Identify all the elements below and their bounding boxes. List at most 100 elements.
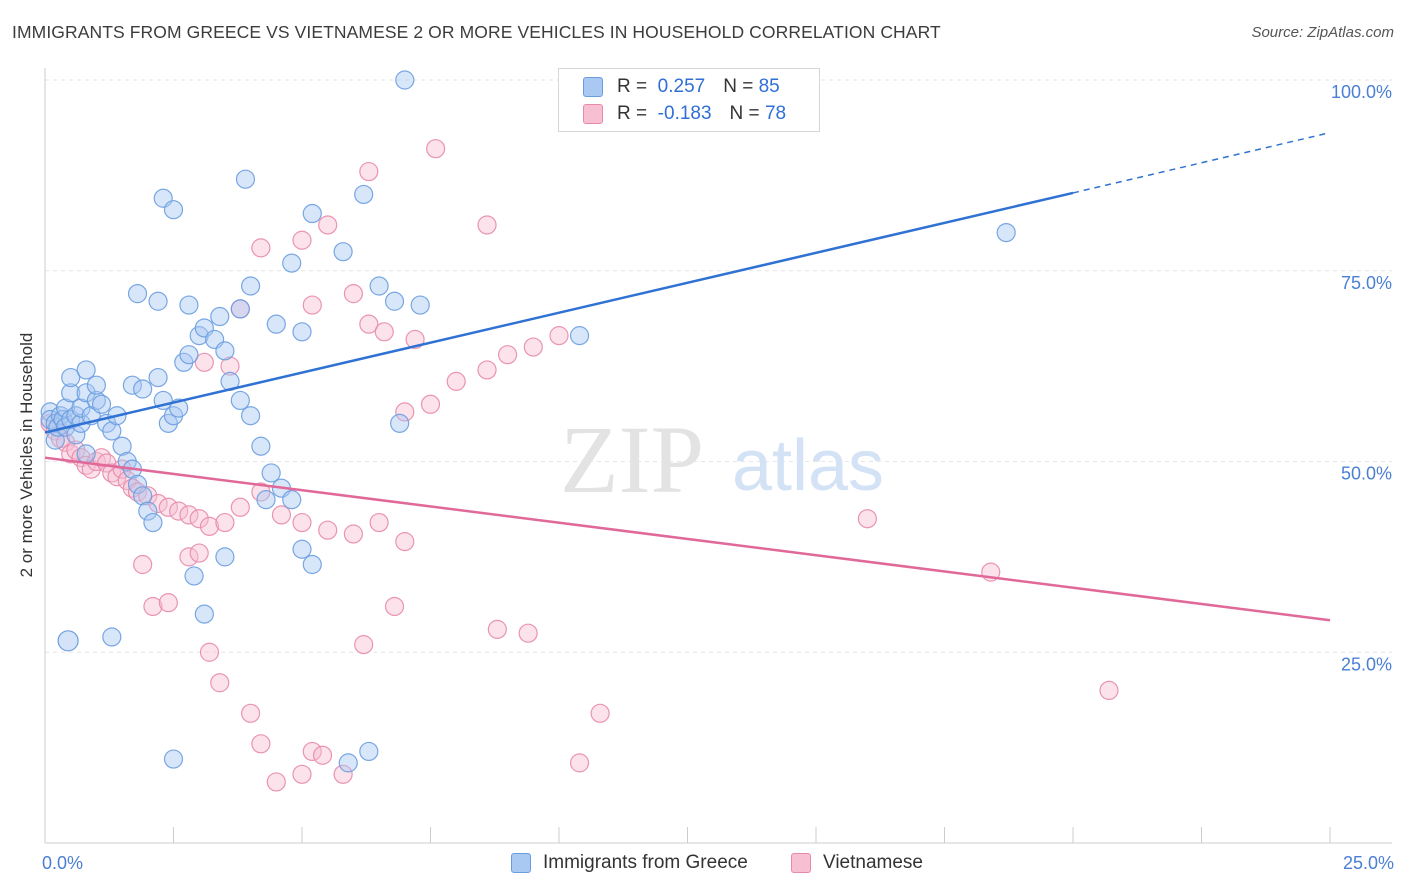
greece-point <box>215 547 235 567</box>
greece-point <box>194 604 214 624</box>
greece-point <box>55 398 76 418</box>
greece-points <box>40 70 1016 773</box>
x-tick-label: 25.0% <box>1343 853 1394 873</box>
vietnamese-point <box>302 295 322 315</box>
vietnamese-point <box>179 547 199 567</box>
vietnamese-point <box>333 764 353 784</box>
greece-point <box>61 383 81 403</box>
legend-row-vietnamese: R = -0.183 N = 78 <box>583 101 786 127</box>
greece-point <box>163 200 184 220</box>
greece-point <box>235 169 256 189</box>
greece-point <box>127 474 148 494</box>
vietnamese-point <box>318 215 338 235</box>
chart-title: IMMIGRANTS FROM GREECE VS VIETNAMESE 2 O… <box>12 22 941 42</box>
greece-point <box>241 276 261 296</box>
greece-point <box>102 421 122 441</box>
gridlines <box>45 79 1392 653</box>
legend-r-label: R = <box>617 103 648 124</box>
greece-point <box>179 345 199 365</box>
vietnamese-point <box>189 509 209 529</box>
legend-row-greece: R = 0.257 N = 85 <box>583 74 780 100</box>
vietnamese-point <box>420 394 441 414</box>
greece-point <box>102 627 122 647</box>
vietnamese-point <box>292 230 312 250</box>
greece-point <box>359 741 379 762</box>
greece-point <box>138 501 158 521</box>
vietnamese-point <box>395 402 415 422</box>
vietnamese-points <box>40 139 1119 792</box>
greece-point <box>338 753 358 773</box>
y-tick-label: 100.0% <box>1331 82 1392 102</box>
greece-point <box>261 463 281 483</box>
watermark-zip: ZIP <box>560 406 704 513</box>
greece-point <box>390 413 410 433</box>
y-axis-label: 2 or more Vehicles in Household <box>17 332 36 578</box>
y-tick-label: 25.0% <box>1341 654 1392 674</box>
greece-point <box>210 306 230 327</box>
greece-point <box>282 490 302 510</box>
chart-source: Source: ZipAtlas.com <box>1251 24 1394 41</box>
greece-point <box>230 299 250 319</box>
greece-point <box>127 284 148 304</box>
legend-n-label: N = <box>723 76 754 97</box>
vietnamese-point <box>102 463 122 483</box>
greece-point <box>184 566 204 586</box>
vietnamese-point <box>523 337 543 357</box>
bottom-legend-vietnamese: Vietnamese <box>791 852 923 874</box>
vietnamese-point <box>292 764 312 784</box>
vietnamese-point <box>251 734 271 754</box>
vietnamese-point <box>199 516 220 536</box>
greece-point <box>256 490 276 510</box>
vietnamese-point <box>61 444 81 464</box>
greece-point <box>354 184 374 205</box>
vietnamese-point <box>215 512 235 533</box>
greece-point <box>179 295 199 315</box>
bottom-legend-swatch-greece <box>511 853 531 873</box>
greece-point <box>302 203 322 224</box>
vietnamese-point <box>354 635 374 655</box>
vietnamese-point <box>148 493 168 514</box>
greece-point <box>148 367 168 388</box>
correlation-legend: R = 0.257 N = 85 R = -0.183 N = 78 <box>558 68 820 132</box>
vietnamese-point <box>251 238 271 258</box>
vietnamese-point <box>210 673 230 693</box>
legend-r-value: 0.257 <box>657 76 706 97</box>
greece-point <box>148 291 168 311</box>
bottom-legend-swatch-vietnamese <box>791 853 811 873</box>
x-tick-label: 0.0% <box>42 853 83 873</box>
greece-point <box>395 70 415 90</box>
greece-point <box>292 322 312 342</box>
vietnamese-point <box>405 329 425 350</box>
vietnamese-point <box>369 512 389 533</box>
vietnamese-point <box>549 326 569 346</box>
legend-n-value: 78 <box>764 103 787 124</box>
greece-point <box>230 390 250 411</box>
greece-point <box>292 539 312 559</box>
greece-point <box>384 291 405 311</box>
greece-point <box>410 295 430 315</box>
greece-point <box>91 394 112 414</box>
vietnamese-point <box>199 642 220 662</box>
watermark-atlas: atlas <box>732 426 884 506</box>
vietnamese-point <box>590 703 610 723</box>
vietnamese-point <box>857 509 878 529</box>
vietnamese-point <box>343 284 363 304</box>
vietnamese-point <box>189 543 209 563</box>
watermark: ZIP atlas <box>560 406 884 513</box>
vietnamese-point <box>158 497 178 517</box>
vietnamese-point <box>158 593 178 613</box>
greece-point <box>251 436 271 456</box>
greece-point <box>282 253 302 273</box>
greece-point <box>369 276 389 296</box>
vietnamese-point <box>133 554 153 575</box>
greece-point <box>133 379 153 399</box>
vietnamese-point <box>498 345 518 365</box>
greece-point <box>71 398 91 418</box>
greece-point <box>133 486 153 506</box>
greece-point <box>76 383 96 403</box>
trend-lines <box>44 131 1331 622</box>
greece-point <box>241 406 261 426</box>
vietnamese-point <box>343 524 363 544</box>
vietnamese-point <box>241 703 261 723</box>
